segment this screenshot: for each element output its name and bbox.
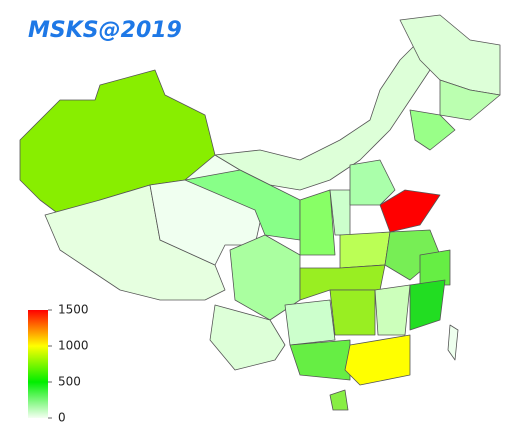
tick-label: 1000 (58, 339, 89, 353)
region (339, 231, 391, 269)
region (374, 284, 411, 336)
region (349, 159, 396, 206)
region (289, 339, 351, 381)
provinces (19, 14, 501, 411)
region (214, 39, 441, 191)
region (409, 109, 456, 151)
tick-label: 500 (58, 375, 81, 389)
legend: 0 500 1000 1500 (28, 303, 89, 425)
region (209, 304, 286, 371)
region (447, 324, 459, 361)
region (299, 189, 336, 256)
region (329, 389, 349, 411)
tick-label: 0 (58, 411, 66, 425)
tick-label: 1500 (58, 303, 89, 317)
region (439, 79, 501, 121)
region (419, 249, 451, 286)
region (44, 184, 226, 301)
map-title: MSKS@2019 (28, 18, 182, 43)
region (329, 289, 376, 336)
region (344, 334, 411, 386)
region (379, 189, 441, 233)
color-bar (28, 310, 48, 418)
region (284, 299, 336, 346)
region (409, 279, 446, 331)
